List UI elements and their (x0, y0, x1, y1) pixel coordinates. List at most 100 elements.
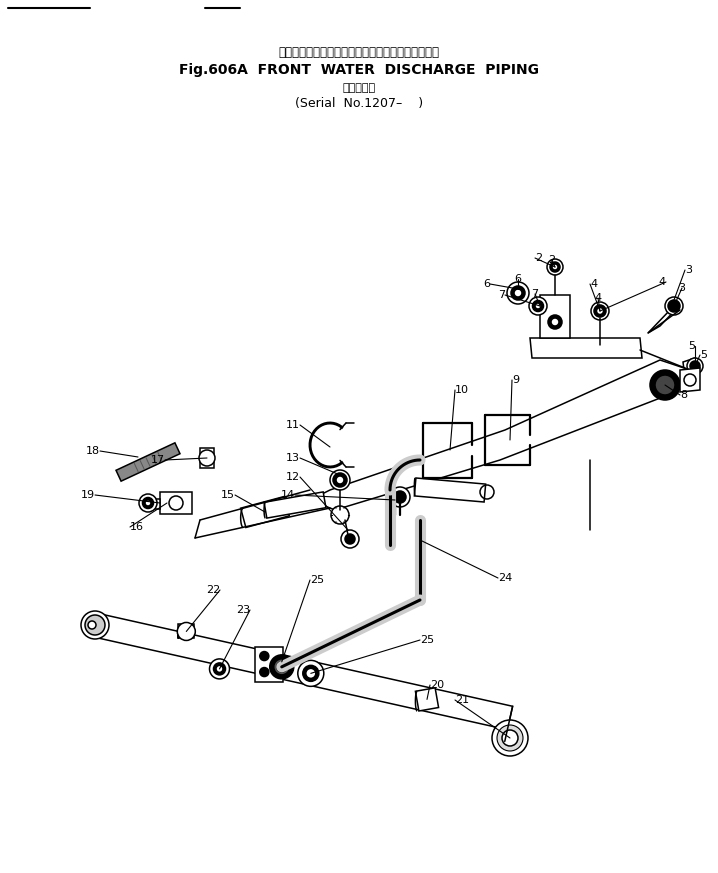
Circle shape (497, 725, 523, 751)
Polygon shape (93, 614, 513, 730)
Text: 6: 6 (515, 274, 521, 284)
Circle shape (511, 286, 525, 300)
Circle shape (684, 374, 696, 386)
Bar (152, 499, 160, 509)
Text: 7: 7 (498, 290, 505, 300)
Circle shape (529, 297, 547, 315)
Text: 18: 18 (86, 446, 100, 456)
Circle shape (199, 450, 215, 466)
Polygon shape (648, 303, 682, 333)
Text: 14: 14 (281, 490, 295, 500)
Text: 25: 25 (310, 575, 324, 585)
Polygon shape (200, 448, 214, 468)
Circle shape (270, 655, 294, 679)
Circle shape (345, 534, 355, 544)
Polygon shape (241, 497, 289, 527)
Circle shape (298, 660, 324, 686)
Circle shape (341, 530, 359, 548)
Text: Fig.606A  FRONT  WATER  DISCHARGE  PIPING: Fig.606A FRONT WATER DISCHARGE PIPING (179, 63, 539, 77)
Polygon shape (310, 360, 690, 510)
Polygon shape (416, 688, 439, 711)
Text: 4: 4 (659, 277, 666, 287)
Polygon shape (178, 624, 195, 638)
Circle shape (548, 315, 562, 329)
Text: 11: 11 (286, 420, 300, 430)
Circle shape (274, 659, 290, 675)
Circle shape (591, 302, 609, 320)
Polygon shape (414, 478, 485, 502)
Text: 2: 2 (549, 255, 556, 265)
Text: 25: 25 (420, 635, 434, 645)
Circle shape (394, 491, 406, 503)
Text: 16: 16 (130, 522, 144, 532)
Text: 22: 22 (206, 585, 220, 595)
Text: （適用号機: （適用号機 (342, 83, 376, 93)
Circle shape (492, 720, 528, 756)
Polygon shape (680, 368, 700, 392)
Circle shape (177, 622, 195, 641)
Circle shape (655, 375, 675, 395)
Circle shape (213, 663, 225, 675)
Text: フロント　ウォータ　ディスチャージ　パイピング: フロント ウォータ ディスチャージ パイピング (279, 45, 439, 58)
Circle shape (514, 289, 522, 297)
Text: 5: 5 (688, 341, 695, 351)
Polygon shape (116, 443, 180, 481)
Circle shape (650, 370, 680, 400)
Circle shape (594, 305, 606, 317)
Text: 17: 17 (151, 455, 165, 465)
Circle shape (169, 496, 183, 510)
Circle shape (330, 470, 350, 490)
Bar (256, 647, 284, 682)
Text: 24: 24 (498, 573, 512, 583)
Circle shape (507, 282, 529, 304)
Text: 8: 8 (680, 390, 687, 400)
Circle shape (210, 659, 230, 679)
Circle shape (85, 615, 105, 635)
Circle shape (333, 473, 347, 487)
Text: 13: 13 (286, 453, 300, 463)
Circle shape (306, 669, 316, 678)
Circle shape (550, 262, 560, 272)
Text: 6: 6 (483, 279, 490, 289)
Text: 4: 4 (590, 279, 597, 289)
Text: 7: 7 (531, 289, 538, 299)
Text: 20: 20 (430, 680, 444, 690)
Circle shape (331, 506, 349, 524)
Circle shape (336, 476, 344, 484)
Text: 9: 9 (512, 375, 519, 385)
Circle shape (551, 318, 559, 326)
Circle shape (690, 361, 700, 371)
Text: 2: 2 (535, 253, 542, 263)
Circle shape (81, 611, 109, 639)
Circle shape (533, 300, 544, 312)
Text: (Serial  No.1207–    ): (Serial No.1207– ) (295, 97, 423, 109)
Text: 3: 3 (685, 265, 692, 275)
Text: 5: 5 (700, 350, 707, 360)
Circle shape (535, 303, 541, 309)
Circle shape (552, 264, 558, 270)
Polygon shape (264, 491, 326, 518)
Circle shape (687, 358, 703, 374)
Circle shape (303, 665, 319, 681)
Circle shape (547, 259, 563, 275)
Bar (160, 492, 192, 514)
Text: 3: 3 (679, 283, 686, 293)
Circle shape (597, 307, 604, 314)
Text: 19: 19 (81, 490, 95, 500)
Polygon shape (540, 295, 570, 338)
Circle shape (502, 730, 518, 746)
Circle shape (276, 662, 286, 672)
Circle shape (668, 300, 680, 312)
Circle shape (390, 487, 410, 507)
Circle shape (142, 498, 154, 508)
Text: 12: 12 (286, 472, 300, 482)
Circle shape (145, 500, 151, 506)
Text: 4: 4 (595, 293, 602, 303)
Text: 15: 15 (221, 490, 235, 500)
Circle shape (665, 297, 683, 315)
Circle shape (260, 651, 269, 661)
Polygon shape (683, 358, 697, 378)
Circle shape (88, 621, 96, 629)
Text: 10: 10 (455, 385, 469, 395)
Polygon shape (530, 338, 642, 358)
